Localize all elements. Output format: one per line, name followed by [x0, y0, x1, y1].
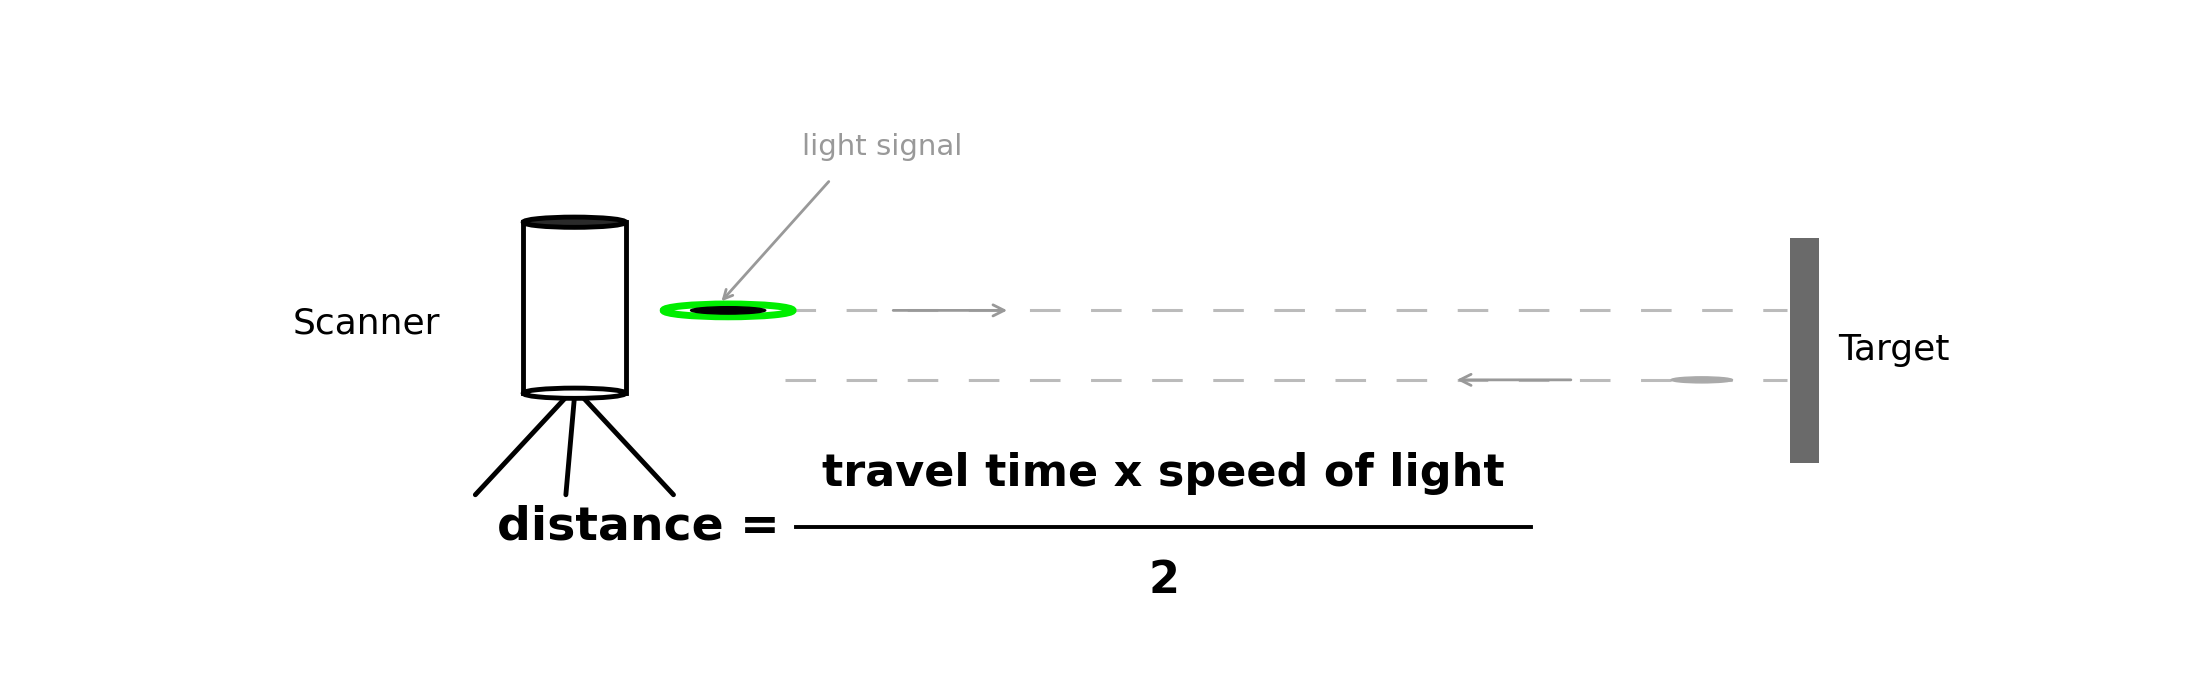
Text: Target: Target [1838, 334, 1951, 367]
Ellipse shape [663, 304, 793, 316]
Text: 2: 2 [1148, 559, 1179, 602]
Ellipse shape [690, 307, 765, 314]
Bar [522, 222, 626, 393]
Bar [1790, 238, 1818, 463]
Text: travel time x speed of light: travel time x speed of light [822, 452, 1505, 495]
Ellipse shape [1671, 377, 1732, 383]
Text: light signal: light signal [802, 133, 963, 162]
Ellipse shape [522, 217, 626, 228]
Ellipse shape [522, 388, 626, 398]
Text: Scanner: Scanner [293, 307, 441, 341]
Text: distance =: distance = [496, 505, 780, 550]
